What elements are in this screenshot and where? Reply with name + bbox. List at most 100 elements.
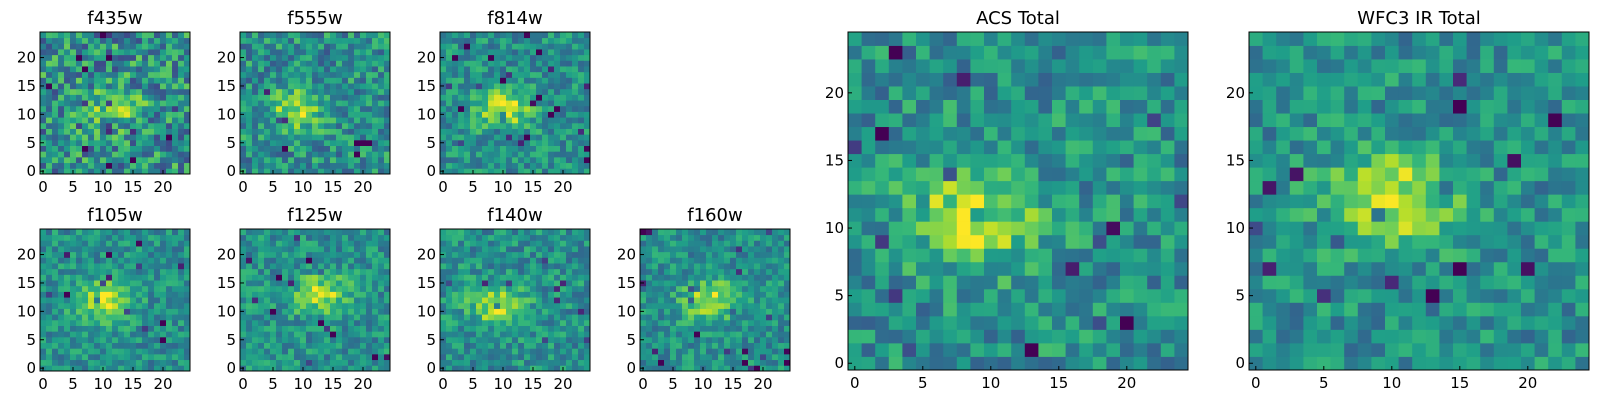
heatmap-cell xyxy=(730,325,737,332)
heatmap-cell xyxy=(736,342,743,349)
heatmap-cell xyxy=(440,60,447,67)
heatmap-cell xyxy=(148,365,155,372)
heatmap-cell xyxy=(694,251,701,258)
heatmap-cell xyxy=(160,60,167,67)
heatmap-cell xyxy=(160,49,167,56)
heatmap-cell xyxy=(258,319,265,326)
heatmap-cell xyxy=(1079,194,1094,209)
heatmap-cell xyxy=(288,308,295,315)
heatmap-cell xyxy=(88,257,95,264)
heatmap-cell xyxy=(778,314,785,321)
heatmap-cell xyxy=(76,111,83,118)
heatmap-cell xyxy=(652,234,659,241)
heatmap-cell xyxy=(712,268,719,275)
heatmap-cell xyxy=(148,251,155,258)
heatmap-cell xyxy=(282,308,289,315)
heatmap-cell xyxy=(500,342,507,349)
heatmap-cell xyxy=(566,37,573,44)
heatmap-cell xyxy=(136,139,143,146)
heatmap-cell xyxy=(997,329,1012,344)
heatmap-cell xyxy=(178,257,185,264)
heatmap-cell xyxy=(1133,302,1148,317)
heatmap-cell xyxy=(772,280,779,287)
heatmap-cell xyxy=(378,117,385,124)
heatmap-cell xyxy=(100,117,107,124)
heatmap-cell xyxy=(997,275,1012,290)
heatmap-cell xyxy=(542,314,549,321)
heatmap-cell xyxy=(929,315,944,330)
heatmap-cell xyxy=(112,229,119,236)
heatmap-cell xyxy=(160,257,167,264)
heatmap-cell xyxy=(64,285,71,292)
heatmap-cell xyxy=(736,319,743,326)
heatmap-cell xyxy=(336,263,343,270)
heatmap-cell xyxy=(560,77,567,84)
heatmap-cell xyxy=(542,336,549,343)
heatmap-cell xyxy=(536,229,543,236)
heatmap-cell xyxy=(724,251,731,258)
heatmap-cell xyxy=(754,302,761,309)
heatmap-cell xyxy=(572,77,579,84)
heatmap-cell xyxy=(712,314,719,321)
heatmap-cell xyxy=(778,268,785,275)
heatmap-cell xyxy=(270,105,277,112)
heatmap-cell xyxy=(742,348,749,355)
heatmap-cell xyxy=(1065,302,1080,317)
heatmap-cell xyxy=(184,263,191,270)
heatmap-cell xyxy=(58,54,65,61)
heatmap-cell xyxy=(536,257,543,264)
heatmap-cell xyxy=(124,66,131,73)
heatmap-cell xyxy=(252,83,259,90)
heatmap-cell xyxy=(312,359,319,366)
heatmap-cell xyxy=(670,274,677,281)
heatmap-cell xyxy=(312,302,319,309)
heatmap-cell xyxy=(378,60,385,67)
heatmap-cell xyxy=(458,274,465,281)
heatmap-cell xyxy=(476,83,483,90)
heatmap-cell xyxy=(784,359,791,366)
heatmap-cell xyxy=(40,342,47,349)
heatmap-cell xyxy=(172,365,179,372)
heatmap-cell xyxy=(360,122,367,129)
heatmap-cell xyxy=(476,111,483,118)
heatmap-cell xyxy=(476,314,483,321)
heatmap-cell xyxy=(354,319,361,326)
heatmap-cell xyxy=(252,263,259,270)
heatmap-cell xyxy=(754,285,761,292)
heatmap-cell xyxy=(542,240,549,247)
heatmap-cell xyxy=(646,325,653,332)
heatmap-cell xyxy=(1092,315,1107,330)
heatmap-cell xyxy=(300,60,307,67)
heatmap-cell xyxy=(848,342,862,357)
heatmap-cell xyxy=(130,60,137,67)
heatmap-cell xyxy=(384,145,391,152)
heatmap-cell xyxy=(294,297,301,304)
heatmap-cell xyxy=(330,100,337,107)
heatmap-cell xyxy=(100,37,107,44)
heatmap-cell xyxy=(524,274,531,281)
heatmap-cell xyxy=(240,145,247,152)
y-tick-label: 0 xyxy=(426,162,436,180)
heatmap-cell xyxy=(240,66,247,73)
heatmap-cell xyxy=(970,302,985,317)
heatmap-cell xyxy=(730,240,737,247)
heatmap-cell xyxy=(1024,275,1039,290)
heatmap-cell xyxy=(766,297,773,304)
heatmap-cell xyxy=(94,71,101,78)
heatmap-cell xyxy=(766,342,773,349)
heatmap-cell xyxy=(294,331,301,338)
heatmap-cell xyxy=(664,331,671,338)
heatmap-cell xyxy=(172,359,179,366)
heatmap-cell xyxy=(88,37,95,44)
heatmap-cell xyxy=(318,156,325,164)
heatmap-cell xyxy=(548,268,555,275)
heatmap-cell xyxy=(118,348,125,355)
heatmap-cell xyxy=(82,331,89,338)
heatmap-cell xyxy=(512,246,519,253)
heatmap-cell xyxy=(360,285,367,292)
heatmap-cell xyxy=(766,229,773,236)
heatmap-cell xyxy=(1024,248,1039,263)
heatmap-cell xyxy=(670,353,677,361)
heatmap-cell xyxy=(354,302,361,309)
heatmap-cell xyxy=(148,308,155,315)
